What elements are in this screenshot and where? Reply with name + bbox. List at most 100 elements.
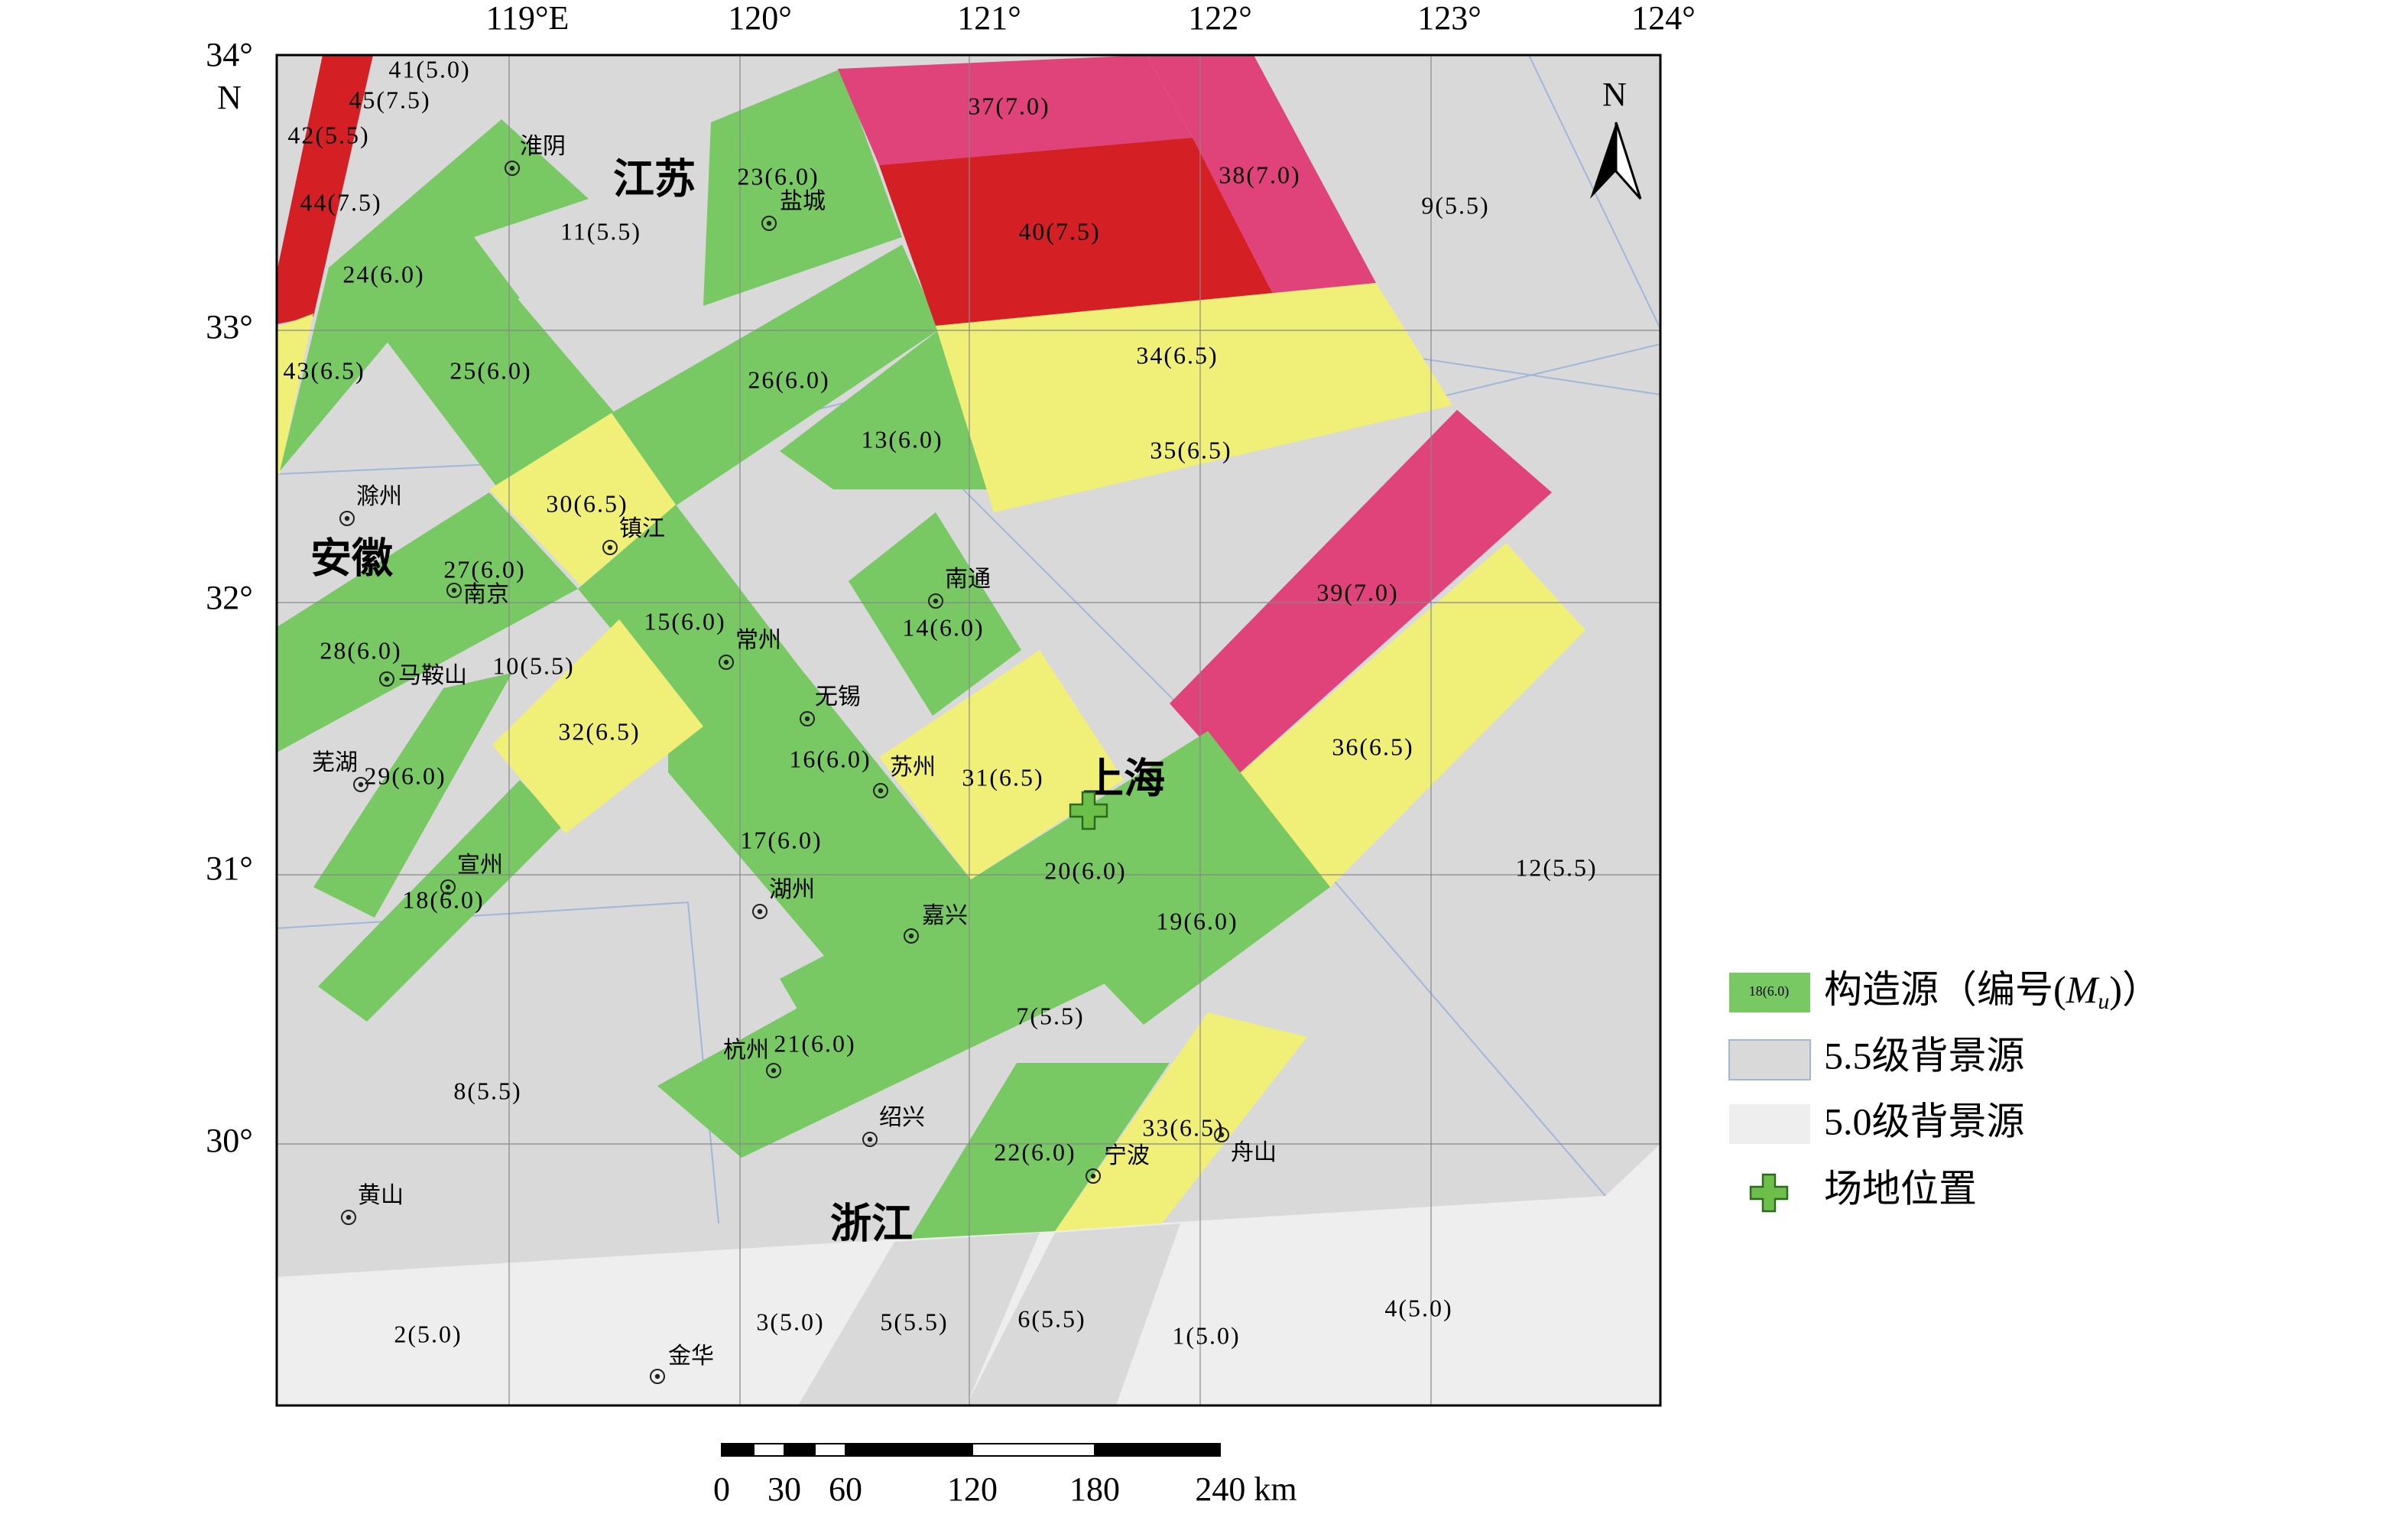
- zone-label: 7(5.5): [1016, 1002, 1084, 1029]
- city-marker: [752, 904, 768, 919]
- city-marker: [766, 220, 772, 226]
- source-zone: [1055, 1012, 1307, 1231]
- city-marker: [654, 1373, 660, 1379]
- city-marker: [928, 593, 943, 609]
- city-label: 无锡: [815, 684, 861, 710]
- source-zone: [838, 55, 1193, 165]
- zone-label: 19(6.0): [1156, 907, 1238, 934]
- zone-label: 27(6.0): [443, 555, 525, 583]
- longitude-label: 123°: [1417, 0, 1481, 37]
- source-zone: [277, 55, 373, 324]
- city-label: 淮阴: [520, 134, 566, 159]
- zone-label: 5(5.5): [880, 1308, 948, 1335]
- longitude-label: 121°: [957, 0, 1021, 37]
- province-label: 安徽: [310, 535, 394, 581]
- city-label: 芜湖: [312, 750, 358, 775]
- city-marker: [446, 583, 462, 598]
- source-zone: [936, 283, 1452, 512]
- source-zone: [329, 229, 615, 497]
- city-marker: [1214, 1127, 1229, 1142]
- city-label: 苏州: [890, 755, 936, 780]
- zone-label: 26(6.0): [748, 366, 829, 393]
- zone-label: 8(5.5): [453, 1077, 521, 1104]
- city-marker: [867, 1136, 873, 1142]
- map-frame: [275, 54, 1662, 1407]
- city-label: 嘉兴: [922, 903, 968, 928]
- legend-swatch: [1729, 973, 1810, 1012]
- city-marker: [761, 216, 777, 231]
- scale-label: 240 km: [1195, 1470, 1296, 1508]
- source-zone: [277, 314, 313, 474]
- zone-label: 9(5.5): [1421, 191, 1489, 219]
- latitude-label: 33°: [206, 308, 253, 346]
- zone-label: 10(5.5): [492, 652, 574, 679]
- zone-label: 16(6.0): [789, 745, 871, 772]
- city-label: 宣州: [457, 853, 503, 878]
- city-marker: [451, 587, 457, 593]
- zone-label: 15(6.0): [644, 607, 725, 635]
- city-label: 盐城: [780, 189, 826, 214]
- source-zone: [780, 329, 994, 489]
- zone-label: 18(6.0): [402, 885, 484, 913]
- latitude-label: 30°: [206, 1122, 253, 1159]
- zone-label: 4(5.0): [1384, 1294, 1452, 1321]
- zone-label: 31(6.5): [962, 763, 1043, 791]
- city-marker: [379, 671, 394, 687]
- city-marker: [341, 1210, 356, 1225]
- zone-label: 33(6.5): [1142, 1113, 1224, 1141]
- city-label: 宁波: [1104, 1143, 1150, 1168]
- zone-label: 25(6.0): [449, 356, 531, 384]
- city-label: 杭州: [723, 1038, 769, 1063]
- zone-label: 1(5.0): [1172, 1321, 1240, 1349]
- zone-label: 2(5.0): [394, 1320, 462, 1347]
- city-label: 马鞍山: [398, 663, 467, 688]
- city-marker: [771, 1067, 777, 1074]
- legend-label: 场地位置: [1824, 1167, 1977, 1210]
- source-zone: [578, 505, 798, 731]
- scale-label: 30: [768, 1470, 801, 1508]
- city-marker: [358, 781, 364, 788]
- city-label: 镇江: [619, 516, 665, 541]
- source-zone: [1147, 55, 1376, 295]
- city-marker: [862, 1132, 878, 1147]
- source-zone: [277, 492, 578, 752]
- zone-label: 34(6.5): [1136, 341, 1218, 369]
- city-marker: [650, 1369, 665, 1384]
- city-marker: [766, 1063, 781, 1078]
- zone-label: 43(6.5): [283, 356, 365, 384]
- city-marker: [723, 659, 729, 665]
- latitude-label: 34°: [206, 36, 253, 73]
- city-marker: [908, 933, 914, 939]
- source-zone: [313, 673, 512, 918]
- source-zone: [1235, 543, 1585, 887]
- zone-label: 11(5.5): [560, 217, 641, 245]
- city-label: 南通: [945, 567, 991, 592]
- source-zone: [1170, 410, 1552, 777]
- province-label: 江苏: [613, 156, 696, 202]
- source-zone: [879, 650, 1124, 879]
- city-marker: [607, 544, 613, 551]
- city-marker: [1086, 1168, 1101, 1184]
- zone-label: 24(6.0): [342, 260, 424, 288]
- scale-bar: [721, 1443, 1221, 1457]
- city-marker: [933, 598, 939, 604]
- north-label: N: [1602, 76, 1627, 113]
- city-marker: [384, 676, 390, 682]
- zone-label: 32(6.5): [558, 717, 640, 745]
- zone-label: 29(6.0): [364, 762, 446, 789]
- legend-label: 5.0级背景源: [1824, 1100, 2025, 1142]
- city-marker: [509, 165, 515, 171]
- province-label: 上海: [1082, 756, 1165, 801]
- zone-label: 6(5.5): [1017, 1305, 1086, 1332]
- city-marker: [346, 1214, 352, 1220]
- zone-label: 17(6.0): [740, 826, 822, 853]
- city-marker: [344, 515, 350, 522]
- graticule: [277, 55, 1660, 1405]
- longitude-label: 124°: [1631, 0, 1696, 37]
- zone-label: 42(5.5): [287, 121, 369, 148]
- city-label: 南京: [463, 582, 509, 607]
- source-zone: [668, 665, 971, 967]
- city-marker: [800, 711, 815, 726]
- scale-label: 60: [829, 1470, 862, 1508]
